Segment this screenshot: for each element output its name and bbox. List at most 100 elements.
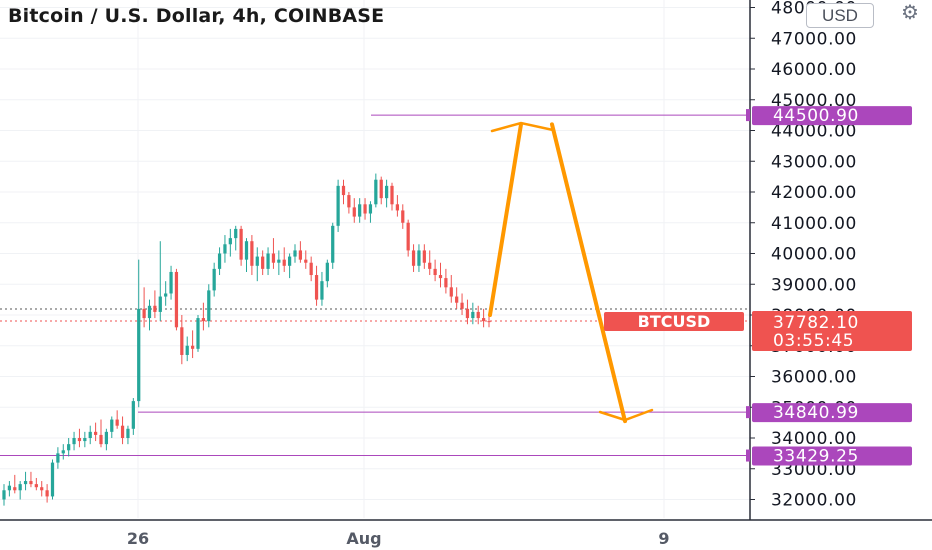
candle-body bbox=[384, 185, 389, 199]
currency-button[interactable]: USD bbox=[806, 3, 874, 28]
candle-body bbox=[50, 462, 55, 497]
y-tick-label: 34000.00 bbox=[771, 429, 857, 449]
candle-body bbox=[314, 275, 319, 300]
candle-body bbox=[13, 487, 17, 491]
projection-down-line bbox=[550, 122, 627, 424]
candle-body bbox=[455, 296, 459, 303]
candle-body bbox=[212, 268, 216, 291]
candle-body bbox=[331, 225, 335, 263]
candle-body bbox=[471, 311, 475, 319]
candle-body bbox=[201, 318, 206, 322]
candle-body bbox=[352, 207, 356, 217]
candle-body bbox=[93, 431, 98, 435]
candle-body bbox=[56, 453, 60, 463]
candle-body bbox=[153, 305, 157, 312]
chart-title: Bitcoin / U.S. Dollar, 4h, COINBASE bbox=[8, 5, 385, 27]
candle-body bbox=[158, 296, 162, 312]
y-tick-label: 43000.00 bbox=[771, 152, 857, 172]
candle-body bbox=[2, 490, 6, 500]
candle-body bbox=[23, 481, 28, 485]
candle-body bbox=[390, 185, 394, 205]
candle-body bbox=[99, 434, 103, 445]
candle-body bbox=[298, 250, 303, 260]
candle-body bbox=[438, 275, 443, 279]
x-tick-label: 26 bbox=[127, 529, 149, 548]
candle-body bbox=[142, 308, 146, 319]
level-marker bbox=[746, 449, 750, 462]
candle-body bbox=[174, 271, 179, 328]
candle-body bbox=[449, 287, 453, 297]
candle-body bbox=[487, 321, 491, 323]
symbol-tag-bg bbox=[604, 312, 744, 331]
y-tick-label: 41000.00 bbox=[771, 214, 857, 234]
y-tick-label: 32000.00 bbox=[771, 491, 857, 511]
candle-body bbox=[147, 305, 152, 319]
projection-down-arrowhead bbox=[598, 408, 654, 422]
candle-body bbox=[72, 438, 76, 445]
candle-body bbox=[83, 438, 87, 442]
candle-body bbox=[460, 302, 464, 309]
candle-body bbox=[347, 195, 351, 208]
level-price-label: 44500.90 bbox=[746, 106, 912, 126]
candle-body bbox=[190, 345, 195, 349]
level-price-label-text: 44500.90 bbox=[773, 106, 859, 126]
y-tick-label: 40000.00 bbox=[771, 245, 857, 265]
candle-body bbox=[401, 210, 405, 223]
candle-body bbox=[433, 268, 437, 276]
level-marker bbox=[746, 406, 750, 419]
candle-body bbox=[250, 241, 254, 266]
projection-up-line bbox=[488, 122, 523, 317]
x-tick-label: Aug bbox=[346, 529, 381, 548]
candle-body bbox=[7, 485, 12, 491]
candle-body bbox=[271, 253, 276, 263]
candle-body bbox=[115, 419, 119, 426]
candle-body bbox=[131, 401, 135, 429]
candle-body bbox=[422, 250, 426, 263]
candle-body bbox=[164, 293, 168, 297]
candle-body bbox=[223, 244, 227, 254]
candle-body bbox=[61, 450, 65, 454]
candle-body bbox=[137, 308, 141, 402]
candle-body bbox=[395, 204, 400, 211]
candle-body bbox=[45, 490, 49, 497]
candle-body bbox=[325, 262, 329, 282]
candle-body bbox=[88, 431, 92, 438]
last-price-label-bg bbox=[752, 311, 912, 351]
candle-body bbox=[336, 185, 340, 226]
symbol-tag-text: BTCUSD bbox=[638, 312, 711, 331]
candle-body bbox=[180, 327, 184, 355]
candle-body bbox=[228, 238, 232, 245]
candle-body bbox=[40, 487, 44, 491]
level-price-label-bg bbox=[752, 106, 912, 126]
candle-body bbox=[304, 259, 308, 263]
candle-body bbox=[185, 345, 189, 355]
last-price-text: 37782.10 bbox=[773, 313, 859, 333]
candle-body bbox=[18, 484, 22, 491]
y-tick-label: 46000.00 bbox=[771, 60, 857, 80]
candle-body bbox=[406, 222, 410, 251]
candle-body bbox=[126, 428, 130, 438]
y-tick-label: 44000.00 bbox=[771, 122, 857, 142]
candle-body bbox=[444, 278, 448, 288]
candle-body bbox=[282, 259, 286, 266]
candle-body bbox=[341, 185, 346, 196]
settings-gear-icon[interactable]: ⚙ bbox=[901, 2, 919, 24]
candle-body bbox=[320, 281, 324, 300]
candle-body bbox=[363, 204, 367, 214]
level-price-label: 34840.99 bbox=[746, 403, 912, 423]
y-tick-label: 42000.00 bbox=[771, 183, 857, 203]
candle-body bbox=[266, 253, 270, 269]
candle-body bbox=[207, 290, 211, 322]
candle-body bbox=[417, 250, 421, 266]
candle-body bbox=[255, 256, 259, 266]
candle-body bbox=[358, 204, 362, 217]
candle-body bbox=[465, 308, 470, 319]
candle-body bbox=[293, 250, 297, 257]
candle-body bbox=[277, 259, 281, 263]
candle-body bbox=[309, 262, 313, 276]
y-tick-label: 45000.00 bbox=[771, 91, 857, 111]
candle-body bbox=[428, 262, 432, 269]
level-price-label: 33429.25 bbox=[746, 446, 912, 467]
projection-up-arrowhead bbox=[490, 121, 555, 133]
